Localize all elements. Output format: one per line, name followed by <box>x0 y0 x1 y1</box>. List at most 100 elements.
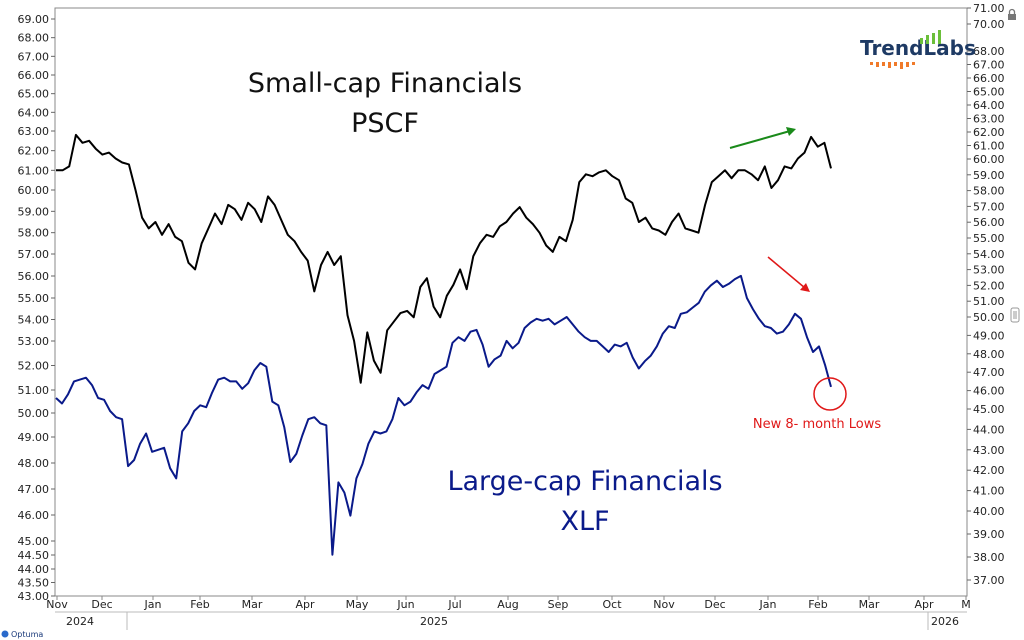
month-label: M <box>961 598 971 611</box>
left-tick-label: 47.00 <box>18 483 50 496</box>
right-tick-label: 45.00 <box>973 403 1005 416</box>
month-label: Feb <box>808 598 827 611</box>
month-label: Apr <box>295 598 315 611</box>
month-label: Jan <box>144 598 162 611</box>
left-tick-label: 64.00 <box>18 106 50 119</box>
right-tick-label: 64.00 <box>973 99 1005 112</box>
chart-canvas: 69.0068.0067.0066.0065.0064.0063.0062.00… <box>0 0 1024 640</box>
left-tick-label: 53.00 <box>18 335 50 348</box>
left-tick-label: 68.00 <box>18 32 50 45</box>
left-tick-label: 44.50 <box>18 549 50 562</box>
optuma-logo-text: Optuma <box>11 630 43 639</box>
right-tick-label: 70.00 <box>973 18 1005 31</box>
month-label: Jan <box>759 598 777 611</box>
right-tick-label: 38.00 <box>973 551 1005 564</box>
left-tick-label: 55.00 <box>18 292 50 305</box>
right-tick-label: 50.00 <box>973 311 1005 324</box>
pscf-label-line2: PSCF <box>351 108 419 139</box>
brand-name: TrendLabs <box>860 36 976 60</box>
left-tick-label: 57.00 <box>18 248 50 261</box>
month-label: Jul <box>447 598 461 611</box>
right-tick-label: 58.00 <box>973 185 1005 198</box>
left-tick-label: 65.00 <box>18 88 50 101</box>
left-tick-label: 54.00 <box>18 314 50 327</box>
right-tick-label: 48.00 <box>973 348 1005 361</box>
left-tick-label: 43.50 <box>18 577 50 590</box>
right-tick-label: 60.00 <box>973 153 1005 166</box>
left-tick-label: 61.00 <box>18 164 50 177</box>
right-tick-label: 65.00 <box>973 86 1005 99</box>
left-tick-label: 58.00 <box>18 227 50 240</box>
right-tick-label: 49.00 <box>973 329 1005 342</box>
month-label: Mar <box>242 598 263 611</box>
right-tick-label: 41.00 <box>973 485 1005 498</box>
right-tick-label: 66.00 <box>973 72 1005 85</box>
right-tick-label: 37.00 <box>973 574 1005 587</box>
right-tick-label: 53.00 <box>973 264 1005 277</box>
lock-icon[interactable] <box>1008 10 1016 21</box>
left-tick-label: 69.00 <box>18 13 50 26</box>
year-label: 2025 <box>420 615 448 628</box>
xlf-label-line1: Large-cap Financials <box>447 466 722 497</box>
left-tick-label: 43.00 <box>18 590 50 603</box>
left-tick-label: 60.00 <box>18 184 50 197</box>
right-axis-ticks: 71.00 70.00 68.0067.0066.0065.0064.0063.00… <box>967 2 1005 587</box>
left-tick-label: 56.00 <box>18 270 50 283</box>
x-axis-months: Nov Dec Jan Feb Mar Apr May Jun Jul Aug Sep Oct Nov D… <box>46 596 970 611</box>
left-tick-label: 66.00 <box>18 69 50 82</box>
left-tick-label: 48.00 <box>18 457 50 470</box>
month-label: Oct <box>602 598 622 611</box>
right-tick-label: 68.00 <box>973 45 1005 58</box>
left-tick-label: 44.00 <box>18 563 50 576</box>
right-tick-label: 71.00 <box>973 2 1005 15</box>
month-label: Aug <box>497 598 518 611</box>
month-label: Nov <box>46 598 68 611</box>
right-tick-label: 51.00 <box>973 295 1005 308</box>
new-lows-annotation: New 8- month Lows <box>753 417 882 432</box>
right-tick-label: 43.00 <box>973 444 1005 457</box>
month-label: Feb <box>190 598 209 611</box>
xlf-label-line2: XLF <box>560 506 609 537</box>
right-tick-label: 44.00 <box>973 423 1005 436</box>
right-tick-label: 57.00 <box>973 200 1005 213</box>
right-tick-label: 63.00 <box>973 113 1005 126</box>
left-tick-label: 45.00 <box>18 535 50 548</box>
left-tick-label: 51.00 <box>18 384 50 397</box>
right-tick-label: 46.00 <box>973 385 1005 398</box>
resize-handle-icon[interactable] <box>1011 308 1019 322</box>
left-tick-label: 59.00 <box>18 205 50 218</box>
left-axis-ticks: 69.00 68.00 67.00 66.00 65.00 64.00 63.00 62.00… <box>18 13 56 603</box>
month-label: May <box>346 598 369 611</box>
left-tick-label: 52.00 <box>18 360 50 373</box>
month-label: Jun <box>396 598 414 611</box>
optuma-logo: Optuma <box>2 630 44 639</box>
month-label: Mar <box>859 598 880 611</box>
month-label: Sep <box>548 598 569 611</box>
right-tick-label: 42.00 <box>973 464 1005 477</box>
right-tick-label: 47.00 <box>973 366 1005 379</box>
right-tick-label: 55.00 <box>973 232 1005 245</box>
year-label: 2024 <box>66 615 94 628</box>
left-tick-label: 49.00 <box>18 431 50 444</box>
month-label: Apr <box>914 598 934 611</box>
left-tick-label: 46.00 <box>18 509 50 522</box>
right-tick-label: 56.00 <box>973 216 1005 229</box>
year-label: 2026 <box>931 615 959 628</box>
month-label: Nov <box>653 598 675 611</box>
right-tick-label: 67.00 <box>973 59 1005 72</box>
right-tick-label: 61.00 <box>973 140 1005 153</box>
right-tick-label: 62.00 <box>973 126 1005 139</box>
x-axis-years: 2024 2025 2026 <box>66 612 959 630</box>
left-tick-label: 50.00 <box>18 407 50 420</box>
left-tick-label: 63.00 <box>18 125 50 138</box>
right-tick-label: 54.00 <box>973 248 1005 261</box>
right-tick-label: 40.00 <box>973 505 1005 518</box>
month-label: Dec <box>704 598 725 611</box>
right-tick-label: 39.00 <box>973 528 1005 541</box>
right-tick-label: 52.00 <box>973 279 1005 292</box>
pscf-label-line1: Small-cap Financials <box>248 68 522 99</box>
left-tick-label: 67.00 <box>18 50 50 63</box>
left-tick-label: 62.00 <box>18 145 50 158</box>
month-label: Dec <box>91 598 112 611</box>
right-tick-label: 59.00 <box>973 169 1005 182</box>
